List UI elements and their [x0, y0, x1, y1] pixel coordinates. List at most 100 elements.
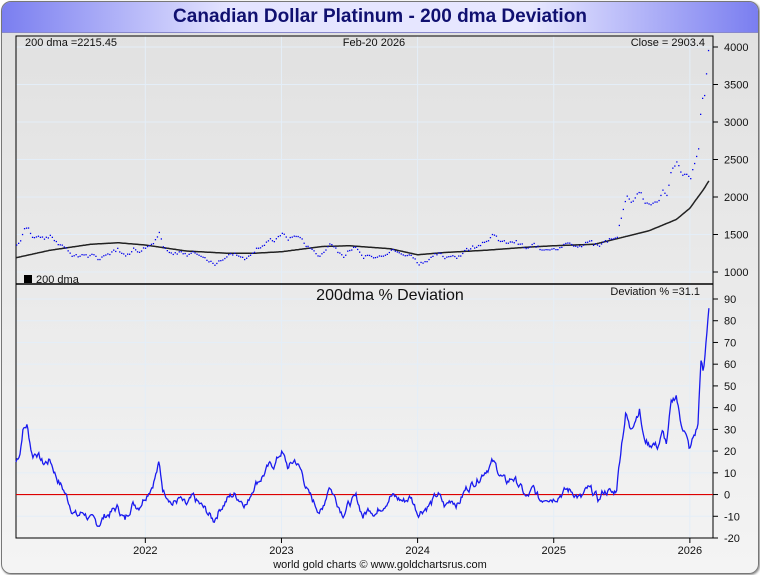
- price-dot: [386, 253, 388, 255]
- bottom-y-tick-label: 70: [724, 337, 736, 349]
- price-dot: [216, 262, 218, 265]
- price-dot: [575, 245, 577, 247]
- price-dot: [632, 200, 634, 202]
- price-dot: [289, 236, 291, 239]
- price-dot: [571, 243, 573, 246]
- price-dot: [694, 162, 696, 165]
- price-dot: [33, 237, 36, 239]
- price-dot: [321, 253, 323, 255]
- dma-line: [15, 180, 710, 259]
- price-dot: [400, 253, 402, 255]
- price-dot: [585, 241, 587, 244]
- price-dot: [103, 255, 105, 257]
- price-dot: [35, 236, 38, 238]
- price-dot: [55, 240, 57, 243]
- price-dot: [636, 193, 638, 195]
- price-dot: [95, 255, 97, 257]
- price-dot: [16, 244, 18, 246]
- price-dot: [388, 251, 390, 254]
- price-dot: [495, 235, 498, 237]
- price-dot: [456, 257, 458, 259]
- price-dot: [587, 241, 589, 243]
- title-bar: Canadian Dollar Platinum - 200 dma Devia…: [2, 2, 758, 33]
- price-dot: [180, 251, 182, 253]
- price-dot: [432, 255, 434, 257]
- price-dot: [210, 260, 212, 262]
- price-dot: [121, 252, 123, 254]
- x-tick-label: 2026: [678, 545, 702, 557]
- price-dot: [89, 254, 91, 257]
- price-dot: [491, 233, 494, 236]
- top-y-tick-label: 3000: [724, 117, 748, 129]
- price-dot: [384, 254, 387, 256]
- price-dot: [91, 253, 93, 255]
- price-dot: [436, 254, 438, 256]
- price-dot: [470, 248, 472, 250]
- price-dot: [154, 239, 157, 241]
- price-dot: [249, 254, 252, 256]
- price-dot: [660, 194, 662, 197]
- price-dot: [464, 249, 466, 252]
- deviation-panel-title: 200dma % Deviation: [316, 287, 464, 304]
- price-dot: [333, 246, 335, 248]
- price-dot: [125, 255, 127, 257]
- top-y-tick-label: 2500: [724, 155, 748, 167]
- deviation-line: [15, 308, 710, 527]
- price-dot: [67, 250, 69, 252]
- price-dot: [119, 251, 121, 253]
- price-dot: [51, 236, 53, 238]
- price-dot: [487, 240, 490, 242]
- price-dot: [196, 253, 198, 255]
- price-dot: [515, 240, 517, 242]
- price-dot: [688, 175, 690, 177]
- price-dot: [275, 238, 277, 240]
- price-dot: [628, 198, 630, 200]
- price-dot: [285, 236, 287, 238]
- bottom-panel-marks: [15, 308, 713, 527]
- price-dot: [331, 244, 333, 246]
- price-dot: [353, 246, 355, 248]
- price-dot: [263, 244, 266, 246]
- price-dot: [555, 249, 557, 251]
- price-dot: [596, 244, 599, 246]
- top-y-tick-label: 3500: [724, 80, 748, 92]
- price-dot: [472, 245, 474, 247]
- price-dot: [418, 264, 420, 266]
- price-dot: [194, 252, 196, 254]
- price-dot: [182, 253, 184, 255]
- price-dot: [57, 244, 59, 246]
- price-dot: [644, 202, 646, 204]
- price-dot: [71, 255, 73, 257]
- price-dot: [374, 257, 377, 259]
- price-dot: [53, 239, 55, 242]
- price-dot: [501, 240, 503, 242]
- price-dot: [638, 191, 640, 194]
- price-dot: [283, 233, 285, 235]
- price-dot: [662, 189, 664, 191]
- price-dot: [144, 247, 147, 249]
- price-dot: [111, 251, 113, 253]
- price-dot: [236, 254, 238, 256]
- price-dot: [410, 254, 412, 256]
- price-dot: [559, 247, 561, 249]
- price-dot: [364, 255, 367, 257]
- bottom-y-tick-label: 20: [724, 446, 736, 458]
- price-dot: [337, 251, 339, 254]
- price-dot: [682, 174, 684, 176]
- price-dot: [513, 242, 515, 244]
- price-dot: [27, 227, 30, 229]
- price-dot: [392, 248, 394, 251]
- price-dot: [160, 238, 162, 240]
- price-dot: [414, 258, 416, 260]
- top-y-tick-label: 2000: [724, 192, 748, 204]
- bottom-y-tick-label: 0: [724, 490, 730, 502]
- price-dot: [569, 242, 571, 244]
- price-dot: [692, 169, 694, 171]
- price-dot: [164, 247, 166, 249]
- x-tick-label: 2022: [133, 545, 157, 557]
- price-dot: [251, 252, 254, 254]
- price-dot: [442, 255, 444, 258]
- price-dot: [705, 73, 708, 75]
- price-dot: [170, 252, 172, 254]
- bottom-y-tick-label: 10: [724, 468, 736, 480]
